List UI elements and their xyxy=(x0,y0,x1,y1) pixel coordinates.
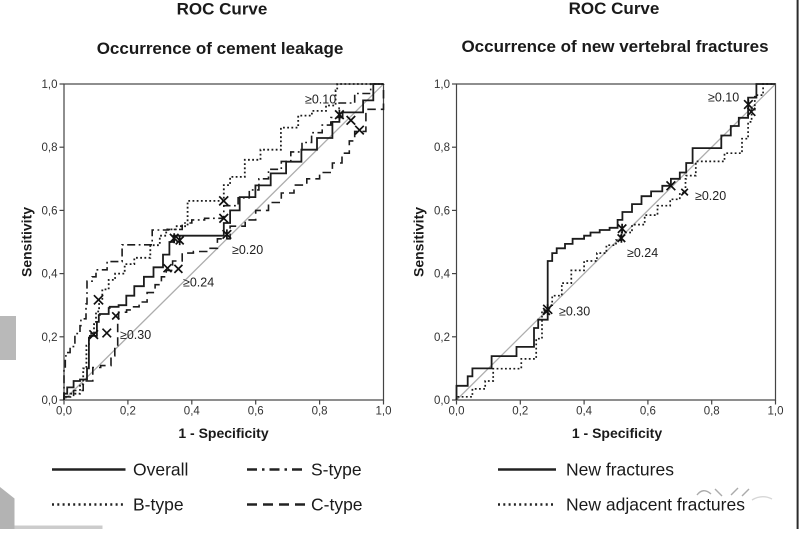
svg-text:0,8: 0,8 xyxy=(704,406,720,418)
svg-text:Occurrence of cement leakage: Occurrence of cement leakage xyxy=(97,39,344,58)
svg-text:0,0: 0,0 xyxy=(56,406,72,418)
svg-text:0,6: 0,6 xyxy=(434,205,450,217)
svg-text:≥0.10: ≥0.10 xyxy=(708,91,739,105)
svg-text:Overall: Overall xyxy=(133,460,188,480)
svg-text:1,0: 1,0 xyxy=(42,79,58,91)
svg-text:≥0.24: ≥0.24 xyxy=(183,276,214,290)
svg-text:1,0: 1,0 xyxy=(434,79,450,91)
svg-text:0,2: 0,2 xyxy=(512,406,528,418)
svg-text:1 - Specificity: 1 - Specificity xyxy=(572,425,662,441)
svg-text:0,0: 0,0 xyxy=(434,395,450,407)
svg-text:B-type: B-type xyxy=(133,495,184,515)
svg-text:Sensitivity: Sensitivity xyxy=(411,207,427,277)
svg-text:1 - Specificity: 1 - Specificity xyxy=(178,425,268,441)
svg-text:Occurrence of new vertebral fr: Occurrence of new vertebral fractures xyxy=(461,37,768,56)
svg-text:Sensitivity: Sensitivity xyxy=(19,207,35,277)
svg-text:≥0.20: ≥0.20 xyxy=(232,243,263,257)
svg-text:S-type: S-type xyxy=(311,460,362,480)
svg-text:0,6: 0,6 xyxy=(248,406,264,418)
svg-text:1,0: 1,0 xyxy=(768,406,784,418)
svg-text:≥0.10: ≥0.10 xyxy=(305,93,336,107)
svg-text:0,2: 0,2 xyxy=(42,332,58,344)
svg-text:≥0.24: ≥0.24 xyxy=(627,246,658,260)
svg-text:≥0.30: ≥0.30 xyxy=(559,305,590,319)
svg-text:0,4: 0,4 xyxy=(576,406,593,418)
svg-text:0,6: 0,6 xyxy=(42,205,58,217)
svg-text:0,4: 0,4 xyxy=(434,269,451,281)
svg-text:0,4: 0,4 xyxy=(184,406,201,418)
svg-text:≥0.20: ≥0.20 xyxy=(695,189,726,203)
svg-text:C-type: C-type xyxy=(311,495,363,515)
svg-text:New fractures: New fractures xyxy=(566,460,674,480)
svg-text:ROC Curve: ROC Curve xyxy=(569,0,660,18)
svg-text:ROC Curve: ROC Curve xyxy=(177,0,268,19)
svg-text:0,8: 0,8 xyxy=(42,142,58,154)
svg-text:0,2: 0,2 xyxy=(434,332,450,344)
svg-text:New adjacent fractures: New adjacent fractures xyxy=(566,495,745,515)
svg-text:1,0: 1,0 xyxy=(376,406,392,418)
svg-text:0,8: 0,8 xyxy=(312,406,328,418)
svg-text:0,8: 0,8 xyxy=(434,142,450,154)
svg-text:0,0: 0,0 xyxy=(42,395,58,407)
svg-text:0,6: 0,6 xyxy=(640,406,656,418)
svg-text:0,0: 0,0 xyxy=(449,406,465,418)
svg-text:≥0.30: ≥0.30 xyxy=(120,328,151,342)
svg-text:0,4: 0,4 xyxy=(42,269,59,281)
svg-text:0,2: 0,2 xyxy=(120,406,136,418)
